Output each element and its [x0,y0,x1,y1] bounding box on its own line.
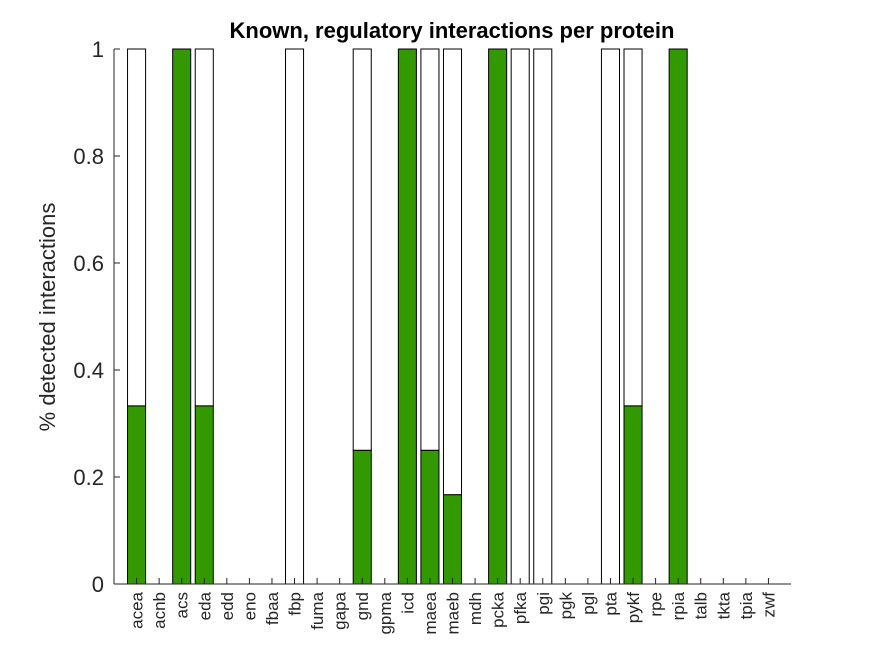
x-tick-label-tkta: tkta [714,591,733,619]
x-tick-label-icd: icd [398,592,417,614]
x-tick-label-pfka: pfka [511,591,530,624]
bar-acea-series-1 [127,48,147,407]
bar-maeb-series-0 [442,494,463,585]
x-tick-label-acs: acs [173,592,192,618]
bar-maea-series-1 [420,48,440,451]
x-tick-label-pgl: pgl [579,592,598,615]
bar-gnd-series-1 [352,48,372,451]
bar-icd-series-0 [397,48,417,585]
x-tick-label-tpia: tpia [737,591,756,619]
x-tick-label-fbp: fbp [286,592,305,616]
x-tick-label-eda: eda [195,591,214,620]
x-tick-label-talb: talb [692,592,711,619]
y-tick-label: 1 [92,37,104,62]
y-tick-label: 0 [92,572,104,597]
x-tick-label-rpia: rpia [669,591,688,620]
bar-pykf-series-0 [623,405,643,585]
x-tick-label-gpma: gpma [376,591,395,634]
bar-pykf-series-1 [623,48,643,407]
bar-pta-series-1 [600,48,620,585]
chart-title: Known, regulatory interactions per prote… [230,18,675,43]
x-tick-label-pta: pta [601,591,620,615]
bar-pfka-series-1 [510,48,530,585]
x-tick-label-fbaa: fbaa [263,591,282,625]
y-tick-label: 0.8 [73,144,104,169]
x-tick-label-pgi: pgi [534,592,553,615]
x-tick-label-acea: acea [128,591,147,628]
bar-rpia-series-0 [668,48,688,585]
x-tick-label-mdh: mdh [466,592,485,625]
x-tick-label-pcka: pcka [489,591,508,627]
bar-pcka-series-0 [488,48,508,585]
bar-fbp-series-1 [285,48,305,585]
x-tick-label-maea: maea [421,591,440,634]
x-tick-label-rpe: rpe [647,592,666,617]
bar-maea-series-0 [420,449,440,585]
x-tick-label-gnd: gnd [353,592,372,620]
y-axis-label: % detected interactions [35,203,60,432]
bar-pgi-series-1 [533,48,553,585]
bar-eda-series-1 [194,48,214,407]
x-tick-label-fuma: fuma [308,591,327,629]
x-tick-label-acnb: acnb [150,592,169,629]
x-tick-label-zwf: zwf [759,592,778,618]
bars-layer [127,48,688,585]
x-tick-label-maeb: maeb [444,592,463,635]
y-tick-label: 0.2 [73,465,104,490]
bar-acs-series-0 [172,48,192,585]
x-tick-label-eno: eno [240,592,259,620]
x-tick-label-gapa: gapa [331,591,350,629]
bar-maeb-series-1 [442,48,463,496]
y-tick-label: 0.6 [73,251,104,276]
x-tick-label-pykf: pykf [624,592,643,623]
ticks-layer: 0 0.2 0.4 0.6 0.8 1 acea acnb acs eda edd eno fbaa fb… [73,37,778,635]
x-tick-label-edd: edd [218,592,237,620]
bar-gnd-series-0 [352,449,372,585]
bar-acea-series-0 [127,405,147,585]
y-tick-label: 0.4 [73,358,104,383]
bar-eda-series-0 [194,405,214,585]
x-tick-label-pgk: pgk [556,592,575,620]
